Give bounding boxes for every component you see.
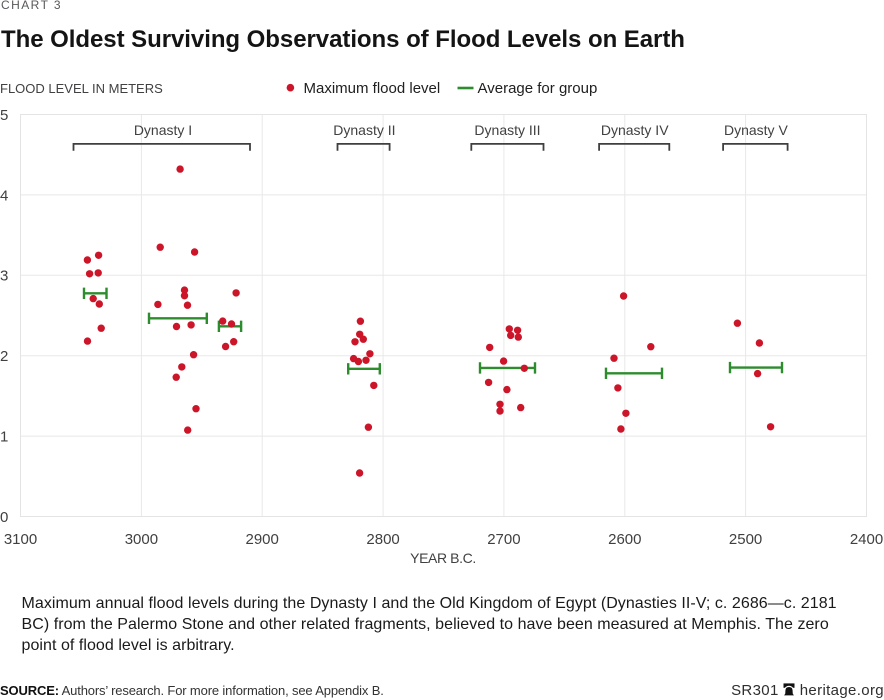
- svg-text:1: 1: [0, 429, 8, 446]
- svg-text:4: 4: [0, 187, 8, 204]
- svg-text:2700: 2700: [487, 531, 520, 548]
- svg-text:YEAR B.C.: YEAR B.C.: [410, 550, 476, 566]
- svg-text:Dynasty V: Dynasty V: [724, 122, 788, 138]
- svg-text:2500: 2500: [729, 531, 762, 548]
- svg-text:2: 2: [0, 348, 8, 365]
- svg-text:0: 0: [0, 509, 8, 526]
- svg-text:3000: 3000: [125, 531, 158, 548]
- svg-text:3100: 3100: [4, 531, 37, 548]
- svg-text:Dynasty III: Dynasty III: [474, 122, 540, 138]
- svg-text:Dynasty IV: Dynasty IV: [601, 122, 669, 138]
- svg-text:Dynasty I: Dynasty I: [134, 122, 192, 138]
- svg-text:5: 5: [0, 107, 8, 124]
- svg-text:Dynasty II: Dynasty II: [333, 122, 395, 138]
- svg-text:2800: 2800: [366, 531, 399, 548]
- svg-text:2900: 2900: [246, 531, 279, 548]
- svg-text:2600: 2600: [608, 531, 641, 548]
- svg-text:2400: 2400: [850, 531, 883, 548]
- svg-text:3: 3: [0, 268, 8, 285]
